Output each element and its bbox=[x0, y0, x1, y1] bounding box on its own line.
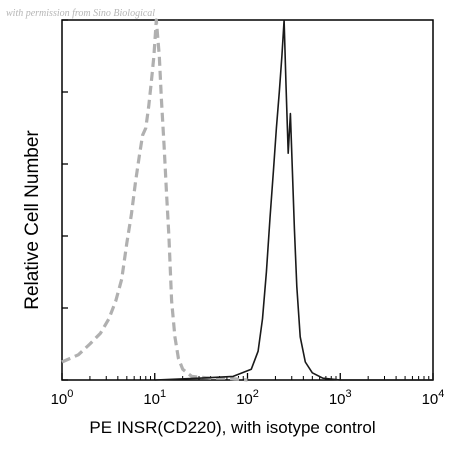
x-tick-label: 104 bbox=[422, 388, 445, 408]
y-axis-label: Relative Cell Number bbox=[22, 130, 43, 310]
x-tick-label: 103 bbox=[329, 388, 352, 408]
x-tick-label: 100 bbox=[51, 388, 74, 408]
x-tick-label: 101 bbox=[143, 388, 166, 408]
watermark-text: with permission from Sino Biological bbox=[6, 8, 156, 19]
x-tick-label: 102 bbox=[236, 388, 259, 408]
x-axis-label: PE INSR(CD220), with isotype control bbox=[89, 418, 375, 437]
plot-frame bbox=[61, 19, 434, 381]
insr-stained-histogram bbox=[154, 19, 433, 381]
isotype-control-histogram bbox=[61, 18, 248, 382]
